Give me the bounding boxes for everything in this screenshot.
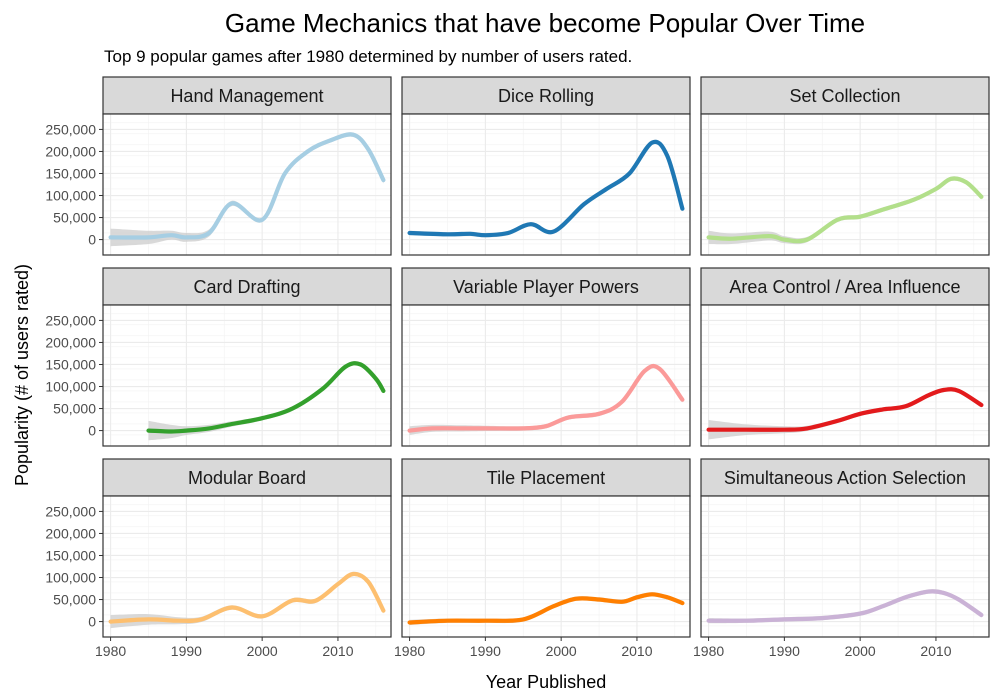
facet-grid: Hand Management 0 50,000 100,000 150,000 200,… [45,76,990,659]
y-axis-title: Popularity (# of users rated) [12,264,32,486]
facet-strip-label: Hand Management [170,86,323,106]
series-line [407,139,685,238]
facet-strip-label: Card Drafting [193,277,300,297]
panel-border [700,304,990,447]
facet-panel: Simultaneous Action Selection 1980 1990 200… [693,458,990,659]
y-tick-label: 200,000 [45,334,96,350]
y-tick-label: 250,000 [45,312,96,328]
y-tick-label: 150,000 [45,547,96,563]
y-tick-label: 250,000 [45,121,96,137]
y-tick-label: 100,000 [45,570,96,586]
panel-border [401,495,691,638]
x-tick-label: 1980 [95,643,126,659]
series-line [407,592,685,625]
facet-panel: Tile Placement 1980 1990 2000 2010 [394,458,691,659]
facet-strip-label: Modular Board [188,468,306,488]
confidence-band [110,132,384,247]
y-tick-label: 250,000 [45,503,96,519]
facet-panel: Dice Rolling [401,76,691,256]
y-tick-label: 200,000 [45,143,96,159]
facet-strip [700,76,990,115]
facet-strip [102,76,392,115]
facet-panel: Variable Player Powers [401,267,691,447]
y-tick-label: 150,000 [45,165,96,181]
facet-panel: Hand Management 0 50,000 100,000 150,000 200,… [45,76,392,256]
facet-panel: Set Collection [700,76,990,256]
series-line [108,132,386,240]
y-tick-label: 0 [88,232,96,248]
facet-strip [700,458,990,497]
confidence-band [708,387,982,440]
x-tick-label: 2010 [920,643,951,659]
facet-panel: Area Control / Area Influence [700,267,990,447]
confidence-band [110,571,384,629]
facet-strip [102,267,392,306]
panel-border [401,304,691,447]
facet-panel: Card Drafting 0 50,000 100,000 150,000 200,00… [45,267,392,447]
facet-strip [401,76,691,115]
y-tick-label: 150,000 [45,356,96,372]
panel-border [700,113,990,256]
plot-panel [701,496,989,637]
x-tick-label: 2010 [621,643,652,659]
y-tick-label: 0 [88,423,96,439]
x-tick-label: 1990 [171,643,202,659]
x-tick-label: 2000 [845,643,876,659]
x-tick-label: 2000 [247,643,278,659]
facet-strip [102,458,392,497]
x-tick-label: 1980 [394,643,425,659]
y-tick-label: 0 [88,614,96,630]
facet-strip-label: Dice Rolling [498,86,594,106]
x-tick-label: 1980 [693,643,724,659]
facet-strip [700,267,990,306]
facet-strip-label: Area Control / Area Influence [729,277,960,297]
y-tick-label: 50,000 [53,592,96,608]
y-tick-label: 100,000 [45,379,96,395]
chart-title: Game Mechanics that have become Popular … [225,8,865,38]
x-tick-label: 1990 [769,643,800,659]
y-tick-label: 50,000 [53,401,96,417]
x-axis-title: Year Published [486,672,606,692]
y-tick-label: 100,000 [45,188,96,204]
plot-panel [402,496,690,637]
facet-strip [401,458,691,497]
series-line [146,361,386,434]
panel-border [700,495,990,638]
x-tick-label: 2000 [546,643,577,659]
panel-border [401,113,691,256]
panel-border [102,113,392,256]
series-line [706,589,984,623]
series-line [706,176,984,244]
chart-subtitle: Top 9 popular games after 1980 determine… [104,47,632,66]
facet-strip-label: Simultaneous Action Selection [724,468,966,488]
y-tick-label: 200,000 [45,525,96,541]
facet-strip-label: Tile Placement [487,468,605,488]
series-line [706,387,984,432]
plot-panel [701,305,989,446]
panel-border [102,495,392,638]
panel-border [102,304,392,447]
x-tick-label: 1990 [470,643,501,659]
x-tick-label: 2010 [322,643,353,659]
facet-strip-label: Variable Player Powers [453,277,639,297]
series-line [407,363,685,433]
facet-panel: Modular Board 0 50,000 100,000 150,000 200,00… [45,458,392,659]
facet-strip-label: Set Collection [789,86,900,106]
series-line [108,571,386,624]
y-tick-label: 50,000 [53,210,96,226]
plot-panel [103,305,391,446]
